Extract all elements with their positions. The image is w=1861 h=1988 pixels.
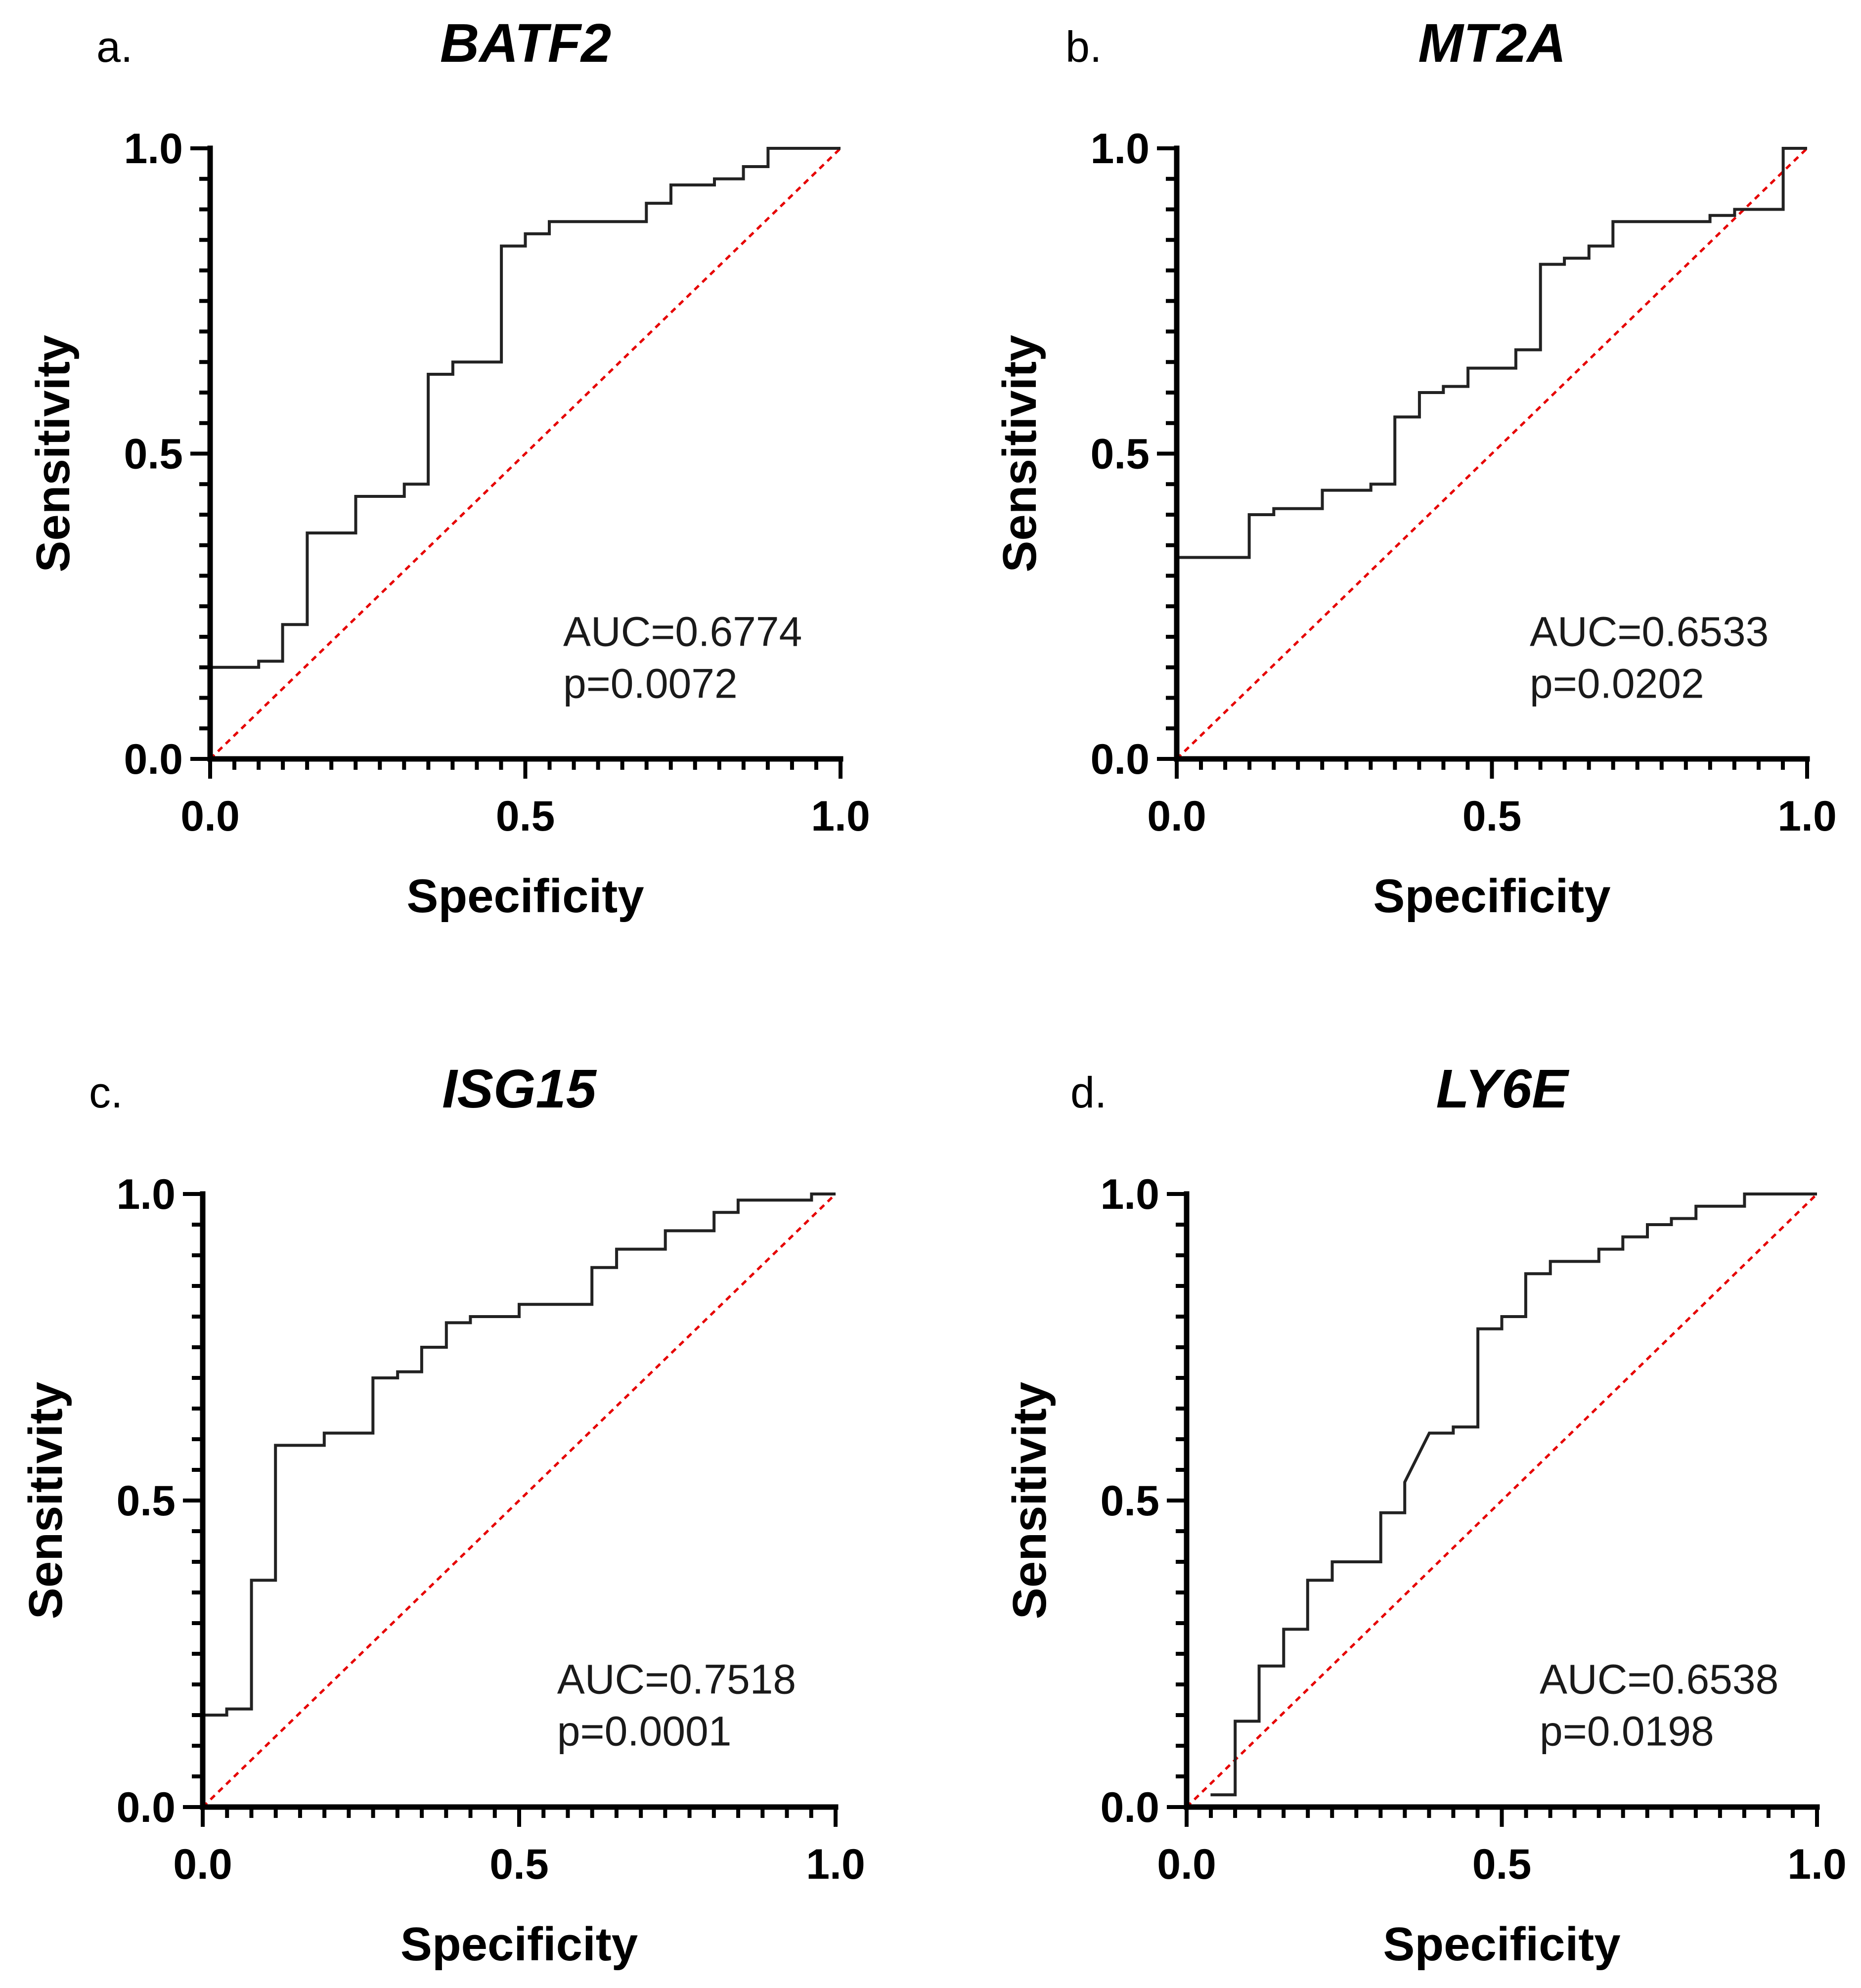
roc-panel-2: b. MT2A 0.0 0.5 1.0 0.0 0.5 1.0 Specificity Sensi… — [993, 13, 1837, 923]
reference-diagonal-line — [209, 147, 842, 760]
y-tick-label: 0.5 — [116, 1477, 176, 1525]
chart-title: MT2A — [1418, 13, 1566, 74]
y-tick-label: 0.0 — [1100, 1784, 1159, 1831]
reference-diagonal-line — [202, 1193, 837, 1808]
chart-title: LY6E — [1436, 1059, 1570, 1119]
roc-curve — [203, 1193, 836, 1717]
x-axis-title: Specificity — [1373, 870, 1610, 923]
y-axis-title: Sensitivity — [19, 1382, 72, 1619]
y-tick-label: 1.0 — [1100, 1171, 1159, 1218]
auc-annotation: AUC=0.6538 — [1540, 1656, 1778, 1703]
y-tick-label: 0.5 — [124, 431, 183, 478]
x-tick-label: 0.0 — [173, 1841, 232, 1888]
y-axis-title: Sensitivity — [27, 335, 80, 572]
p-value-annotation: p=0.0198 — [1540, 1708, 1714, 1755]
auc-annotation: AUC=0.7518 — [557, 1656, 796, 1703]
x-tick-label: 1.0 — [806, 1841, 865, 1888]
panel-label: c. — [89, 1068, 123, 1117]
panel-label: d. — [1070, 1068, 1107, 1117]
auc-annotation: AUC=0.6533 — [1530, 609, 1769, 655]
x-tick-label: 0.0 — [1157, 1841, 1216, 1888]
y-tick-label: 0.5 — [1090, 431, 1150, 478]
roc-curve — [210, 147, 841, 669]
reference-diagonal-line — [1176, 147, 1808, 760]
y-tick-label: 1.0 — [1090, 125, 1150, 173]
panel-label: a. — [96, 22, 133, 71]
x-tick-label: 0.0 — [1147, 793, 1206, 840]
x-tick-label: 0.5 — [496, 793, 555, 840]
roc-panel-1: a. BATF2 0.0 0.5 1.0 0.0 0.5 1.0 Specificity Sens… — [27, 13, 870, 923]
y-axis-title: Sensitivity — [993, 335, 1046, 572]
y-tick-label: 1.0 — [116, 1171, 176, 1218]
y-axis-title: Sensitivity — [1003, 1382, 1056, 1619]
y-tick-label: 0.5 — [1100, 1477, 1159, 1525]
y-tick-label: 0.0 — [1090, 736, 1150, 783]
roc-curve — [1177, 147, 1807, 559]
x-axis-title: Specificity — [400, 1918, 638, 1971]
x-axis-title: Specificity — [406, 870, 644, 923]
roc-panel-3: c. ISG15 0.0 0.5 1.0 0.0 0.5 1.0 Specificity Sens… — [19, 1059, 865, 1971]
y-tick-label: 1.0 — [124, 125, 183, 173]
roc-curve — [1210, 1193, 1817, 1797]
p-value-annotation: p=0.0072 — [563, 661, 738, 707]
x-tick-label: 0.5 — [1462, 793, 1522, 840]
chart-title: ISG15 — [442, 1059, 597, 1119]
p-value-annotation: p=0.0202 — [1530, 661, 1704, 707]
panel-label: b. — [1065, 22, 1102, 71]
chart-title: BATF2 — [440, 13, 611, 74]
reference-diagonal-line — [1186, 1193, 1818, 1808]
roc-panel-4: d. LY6E 0.0 0.5 1.0 0.0 0.5 1.0 Specificity Sensi… — [1003, 1059, 1847, 1971]
x-tick-label: 1.0 — [1787, 1841, 1847, 1888]
auc-annotation: AUC=0.6774 — [563, 609, 802, 655]
x-tick-label: 0.5 — [489, 1841, 549, 1888]
y-tick-label: 0.0 — [116, 1784, 176, 1831]
y-tick-label: 0.0 — [124, 736, 183, 783]
p-value-annotation: p=0.0001 — [557, 1708, 732, 1755]
x-axis-title: Specificity — [1383, 1918, 1620, 1971]
x-tick-label: 1.0 — [1777, 793, 1837, 840]
x-tick-label: 0.5 — [1472, 1841, 1532, 1888]
x-tick-label: 0.0 — [180, 793, 240, 840]
x-tick-label: 1.0 — [811, 793, 870, 840]
